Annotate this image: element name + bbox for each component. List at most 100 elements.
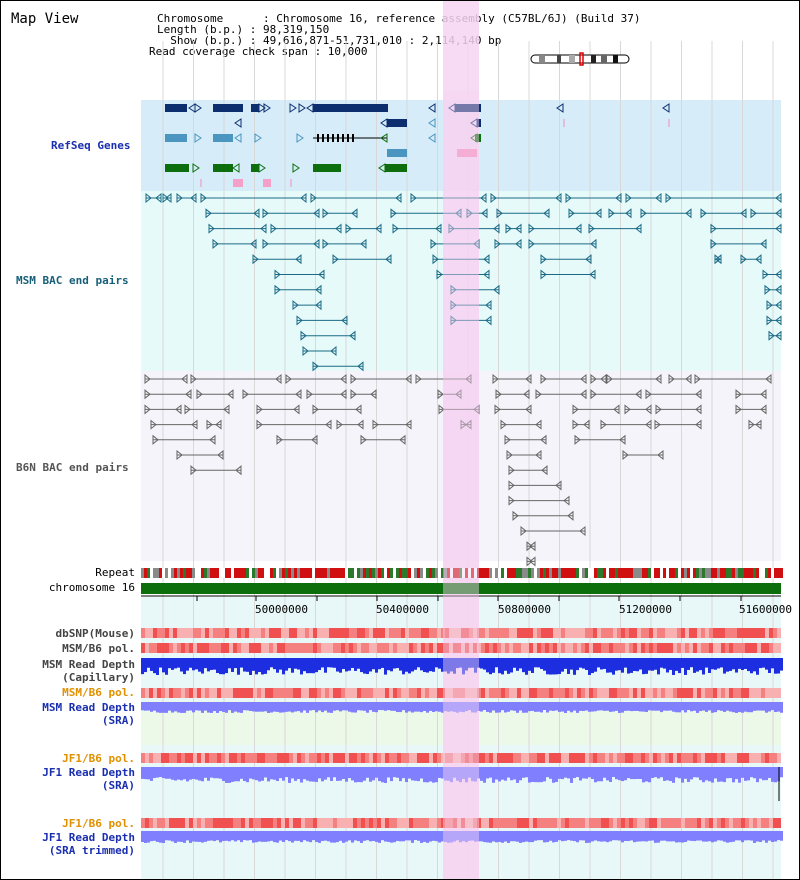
depth-bar [345, 767, 348, 782]
heat-cell [449, 753, 453, 763]
depth-bar [561, 767, 564, 780]
heat-cell [565, 628, 569, 638]
bac-end [351, 208, 358, 219]
repeat-segment [276, 568, 279, 578]
track-label-jf1-b6-pol-1[interactable]: JF1/B6 pol. [62, 752, 135, 765]
heat-cell [185, 818, 189, 828]
track-label-jf1-depth-trim[interactable]: JF1 Read Depth [42, 831, 135, 844]
bac-end [315, 284, 322, 295]
gene-exon [327, 134, 329, 142]
heat-cell [197, 628, 201, 638]
depth-bar [207, 658, 210, 672]
heat-cell [297, 643, 301, 653]
repeat-segment [639, 568, 642, 578]
heat-cell [581, 688, 585, 698]
track-label-repeat[interactable]: Repeat [95, 566, 135, 579]
track-label-msm-bac[interactable]: MSM BAC end pairs [16, 274, 129, 287]
heat-cell [277, 818, 281, 828]
bac-end [176, 449, 183, 461]
heat-cell [425, 643, 429, 653]
heat-cell [697, 643, 701, 653]
heat-cell [261, 818, 265, 828]
heat-cell [293, 628, 297, 638]
heat-cell [761, 643, 765, 653]
gene-block [313, 104, 388, 112]
track-label-msm-depth-sra[interactable]: MSM Read Depth [42, 701, 135, 714]
heat-cell [521, 643, 525, 653]
heat-cell [469, 628, 473, 638]
depth-bar [615, 831, 618, 841]
depth-bar [147, 767, 150, 780]
heat-cell [709, 688, 713, 698]
track-label-chromosome[interactable]: chromosome 16 [48, 581, 135, 594]
bac-end [165, 192, 172, 204]
heat-cell [309, 818, 313, 828]
depth-bar [621, 702, 624, 713]
track-label-b6n-bac[interactable]: B6N BAC end pairs [16, 461, 129, 474]
bac-end [485, 300, 492, 311]
depth-bar [681, 767, 684, 783]
depth-bar [249, 658, 252, 675]
repeat-segment [471, 568, 474, 578]
bac-end [700, 208, 707, 219]
heat-cell [673, 818, 677, 828]
heat-cell [317, 688, 321, 698]
heat-cell [445, 628, 449, 638]
repeat-segment [234, 568, 237, 578]
repeat-segment [396, 568, 399, 578]
heat-cell [605, 753, 609, 763]
depth-bar [294, 767, 297, 781]
heat-cell [357, 688, 361, 698]
repeat-segment [744, 568, 747, 578]
heat-cell [589, 688, 593, 698]
depth-bar [396, 658, 399, 669]
depth-bar [627, 831, 630, 842]
heat-cell [737, 643, 741, 653]
repeat-segment [570, 568, 573, 578]
heat-cell [553, 753, 557, 763]
track-label-dbsnp[interactable]: dbSNP(Mouse) [55, 627, 135, 640]
repeat-segment [165, 568, 168, 578]
depth-bar [708, 831, 711, 842]
heat-cell [189, 628, 193, 638]
depth-bar [501, 702, 504, 711]
depth-bar [399, 702, 402, 713]
heat-cell [573, 818, 577, 828]
depth-bar [771, 702, 774, 711]
heat-cell [177, 628, 181, 638]
track-label-msm-depth-cap[interactable]: MSM Read Depth [42, 658, 135, 671]
depth-bar [483, 702, 486, 711]
heat-cell [161, 628, 165, 638]
track-label-msm-b6-pol-2[interactable]: MSM/B6 pol. [62, 686, 135, 699]
heat-cell [705, 628, 709, 638]
track-label-refseq[interactable]: RefSeq Genes [51, 139, 131, 152]
heat-cell [221, 643, 225, 653]
axis-tick-label: 51600000 [739, 603, 792, 616]
heat-cell [381, 688, 385, 698]
repeat-segment [453, 568, 456, 578]
depth-bar [141, 831, 144, 842]
heat-cell [393, 688, 397, 698]
bac-end [710, 223, 717, 234]
bac-end [310, 192, 317, 204]
track-label-jf1-b6-pol-2[interactable]: JF1/B6 pol. [62, 817, 135, 830]
heat-cell [401, 628, 405, 638]
depth-bar [270, 702, 273, 713]
heat-cell [489, 818, 493, 828]
heat-cell [589, 643, 593, 653]
bac-end [635, 223, 642, 234]
heat-cell [409, 628, 413, 638]
heat-cell [617, 818, 621, 828]
track-label-msm-b6-pol-1[interactable]: MSM/B6 pol. [62, 642, 135, 655]
depth-bar [663, 702, 666, 711]
track-label-jf1-depth-sra[interactable]: JF1 Read Depth [42, 766, 135, 779]
depth-bar [585, 831, 588, 843]
depth-bar [297, 831, 300, 841]
heat-cell [777, 753, 781, 763]
repeat-segment [540, 568, 543, 578]
depth-bar [669, 831, 672, 842]
depth-bar [447, 702, 450, 712]
heat-cell [693, 753, 697, 763]
bac-end [775, 284, 782, 295]
